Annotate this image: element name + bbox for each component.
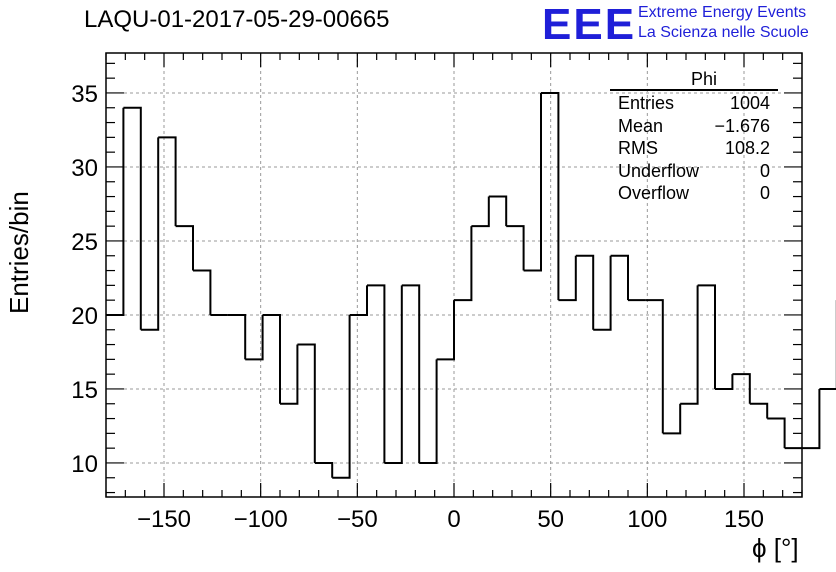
histogram-bin [506,225,525,271]
tick-labels: −150 −100 −50 0 50 100 150 10 15 20 25 30 35 [71,81,764,533]
stats-value: 1004 [729,93,770,113]
x-tick-label: −100 [234,506,288,533]
histogram-bin [819,300,836,390]
y-tick-label: 10 [71,451,98,478]
eee-logo: EEE [542,0,637,49]
histogram-bin [610,254,629,301]
histogram-bin [732,373,751,404]
histogram-bin [575,254,595,330]
stats-value: −1.676 [714,115,770,136]
histogram-bin [697,284,716,389]
histogram-bin [593,255,612,331]
y-tick-label: 15 [71,377,98,404]
histogram-bin [488,195,508,227]
stats-label: Underflow [618,160,700,181]
x-tick-label: 100 [627,506,667,533]
stats-row-rms: RMS 108.2 [610,137,778,160]
stats-value: 108.2 [724,138,770,158]
stats-value: 0 [759,160,770,181]
histogram-bin [454,226,473,302]
histogram-bin [140,137,160,331]
logo-caption: Extreme Energy Events La Scienza nelle S… [638,3,809,43]
histogram-bin [158,136,177,227]
histogram-bin [436,300,455,361]
histogram-bin [680,285,699,405]
stats-label: Overflow [618,183,690,203]
y-tick-label: 35 [71,81,98,108]
stats-row-overflow: Overflow 0 [610,182,778,205]
histogram-bin [227,313,247,360]
stats-value: 0 [759,183,770,203]
logo-line-1: Extreme Energy Events [638,4,807,21]
histogram-bin [401,284,421,463]
histogram-bin [367,284,386,463]
x-tick-label: 50 [537,506,564,533]
histogram-bin [558,255,577,302]
y-tick-label: 25 [71,229,98,256]
histogram-bin [193,269,212,315]
stats-label: Entries [618,93,675,113]
axes [105,52,803,498]
y-tick-label: 20 [71,303,98,330]
histogram-bars [106,91,836,479]
histogram-bin [314,461,334,478]
stats-row-mean: Mean −1.676 [610,115,778,138]
histogram-bin [523,92,542,272]
stats-row-entries: Entries 1004 [610,92,778,115]
histogram-bin [175,225,194,271]
stats-row-underflow: Underflow 0 [610,160,778,183]
x-tick-label: −50 [337,506,378,533]
histogram-bin [297,343,316,463]
y-tick-label: 30 [71,155,98,182]
histogram-bin [662,403,682,435]
histogram-bin [419,359,438,464]
stats-label: Mean [618,115,664,136]
histogram-bin [280,344,299,405]
histogram-bin [471,196,490,228]
histogram-bin [123,106,142,330]
y-axis-label: Entries/bin [4,191,34,314]
stats-divider [610,89,778,91]
histogram-bin [645,299,664,434]
histogram-bin [767,417,786,449]
histogram-bin [802,388,821,450]
x-tick-label: −150 [137,506,191,533]
stats-label: RMS [618,138,658,158]
x-axis-label: ϕ [°] [752,533,799,563]
histogram-bin [715,374,734,390]
histogram-bin [749,402,769,419]
chart-title: LAQU-01-2017-05-29-00665 [84,6,390,33]
logo-line-2: La Scienza nelle Scuole [638,24,809,41]
x-tick-label: 0 [447,506,460,533]
histogram-bin [349,285,368,316]
histogram-bin [262,313,281,404]
histogram-bin [541,91,560,301]
histogram-bin [245,314,264,361]
histogram-bin [384,285,403,464]
histogram-bin [332,314,351,479]
stats-title: Phi [690,69,717,89]
x-tick-label: 150 [724,506,764,533]
stats-box: Phi Entries 1004 Mean −1.676 RMS 108.2 U… [610,70,778,205]
